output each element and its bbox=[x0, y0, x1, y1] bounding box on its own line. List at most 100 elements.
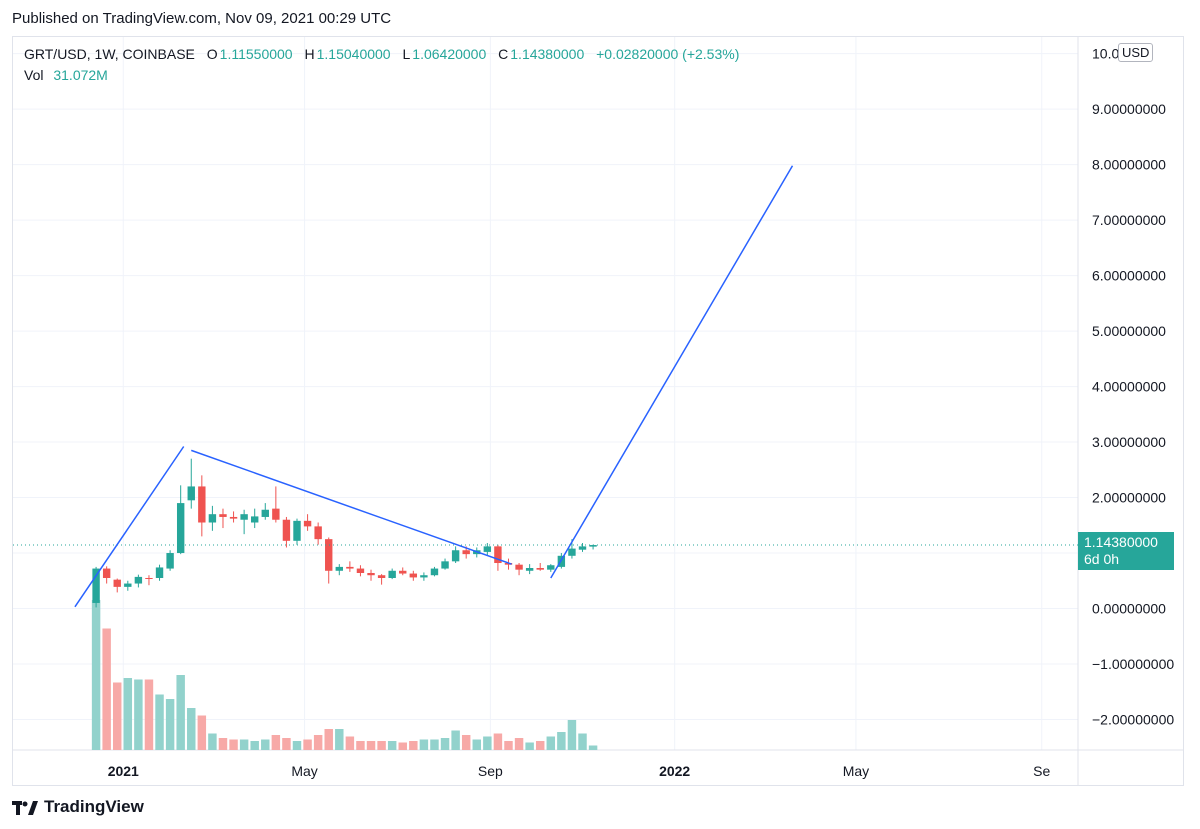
change-value: +0.02820000 (+2.53%) bbox=[596, 46, 740, 62]
high-value: 1.15040000 bbox=[316, 46, 391, 62]
y-tick-label: 7.00000000 bbox=[1092, 212, 1166, 228]
candle-body bbox=[261, 509, 269, 517]
y-tick-label: 5.00000000 bbox=[1092, 323, 1166, 339]
volume-bar bbox=[419, 739, 429, 750]
candle-body bbox=[568, 548, 576, 556]
bar-countdown: 6d 0h bbox=[1084, 551, 1120, 567]
y-axis: −2.00000000−1.000000000.000000001.000000… bbox=[1092, 46, 1174, 728]
candle-body bbox=[536, 568, 544, 570]
volume-bar bbox=[483, 736, 492, 750]
x-tick-label: Sep bbox=[478, 763, 503, 779]
volume-bar bbox=[409, 741, 418, 750]
volume-bar bbox=[493, 733, 503, 750]
volume-bar bbox=[218, 738, 228, 750]
volume-bar bbox=[239, 739, 249, 750]
candle-body bbox=[155, 567, 164, 578]
chart-frame bbox=[12, 36, 1184, 786]
candle-body bbox=[515, 564, 523, 570]
y-tick-label: −1.00000000 bbox=[1092, 656, 1174, 672]
volume-bar bbox=[377, 741, 386, 750]
tradingview-logo[interactable]: TradingView bbox=[12, 797, 144, 817]
volume-bar bbox=[165, 699, 175, 750]
candle-body bbox=[187, 486, 195, 501]
volume-legend: Vol 31.072M bbox=[24, 67, 108, 83]
volume-bar bbox=[366, 741, 376, 750]
volume-bar bbox=[356, 741, 365, 750]
candle-body bbox=[176, 503, 185, 554]
volume-bar bbox=[197, 715, 207, 750]
volume-bar bbox=[123, 678, 133, 750]
volume-bar bbox=[345, 736, 355, 750]
x-tick-label: 2021 bbox=[108, 763, 139, 779]
candle-body bbox=[314, 526, 322, 540]
candle-body bbox=[451, 550, 460, 562]
volume-bar bbox=[250, 741, 259, 750]
candle-body bbox=[399, 570, 407, 574]
candle-body bbox=[208, 514, 217, 523]
volume-bar bbox=[588, 745, 598, 750]
volume-bar bbox=[472, 739, 481, 750]
candle-body bbox=[92, 568, 100, 603]
candle-body bbox=[525, 568, 534, 571]
grid bbox=[13, 37, 1184, 786]
low-label: L bbox=[402, 46, 411, 62]
volume-bar bbox=[567, 720, 577, 750]
candle-body bbox=[367, 572, 375, 576]
candle-body bbox=[547, 565, 555, 570]
close-label: C bbox=[498, 46, 509, 62]
volume-bar bbox=[546, 736, 556, 750]
high-label: H bbox=[304, 46, 315, 62]
candle-body bbox=[229, 516, 238, 519]
candle-body bbox=[272, 508, 280, 520]
volume-bar bbox=[504, 741, 513, 750]
candle-body bbox=[251, 516, 259, 523]
y-tick-label: 2.00000000 bbox=[1092, 490, 1166, 506]
volume-bar bbox=[102, 628, 111, 750]
volume-bar bbox=[208, 733, 217, 750]
volume-bar bbox=[461, 735, 471, 750]
last-price: 1.14380000 bbox=[1084, 534, 1158, 550]
candle-body bbox=[240, 514, 248, 520]
candle-body bbox=[325, 539, 333, 571]
volume-bar bbox=[282, 738, 291, 750]
volume-bar bbox=[91, 600, 101, 750]
trendline bbox=[74, 446, 185, 608]
candle-body bbox=[145, 577, 153, 579]
volume-bar bbox=[144, 679, 154, 750]
y-tick-label: −2.00000000 bbox=[1092, 711, 1174, 727]
volume-bar bbox=[430, 739, 439, 750]
volume-bar bbox=[535, 741, 545, 750]
y-tick-label: 0.00000000 bbox=[1092, 601, 1166, 617]
y-tick-label: 8.00000000 bbox=[1092, 157, 1166, 173]
volume-bar bbox=[176, 675, 185, 750]
candle-body bbox=[377, 575, 386, 578]
candle-body bbox=[293, 520, 301, 541]
volume-bar bbox=[292, 741, 302, 750]
y-tick-label: 4.00000000 bbox=[1092, 379, 1166, 395]
trendline bbox=[550, 165, 794, 579]
close-value: 1.14380000 bbox=[510, 46, 585, 62]
volume-bar bbox=[155, 694, 164, 750]
volume-bar bbox=[113, 682, 122, 750]
footer-brand: TradingView bbox=[44, 797, 144, 816]
published-header: Published on TradingView.com, Nov 09, 20… bbox=[12, 10, 392, 27]
volume-bar bbox=[229, 739, 238, 750]
volume-bar bbox=[451, 730, 460, 750]
volume-bar bbox=[578, 733, 587, 750]
currency-button[interactable]: USD bbox=[1118, 43, 1154, 62]
candle-body bbox=[346, 566, 354, 569]
x-tick-label: May bbox=[291, 763, 317, 779]
open-value: 1.11550000 bbox=[219, 46, 293, 62]
tradingview-logo-icon bbox=[12, 800, 38, 815]
candle-body bbox=[441, 561, 449, 569]
volume-bar bbox=[261, 739, 270, 750]
y-tick-label: 6.00000000 bbox=[1092, 268, 1166, 284]
candle-body bbox=[589, 545, 597, 547]
trendlines bbox=[13, 165, 1078, 608]
symbol-label: GRT/USD, 1W, COINBASE bbox=[24, 46, 195, 62]
candle-body bbox=[124, 583, 132, 587]
volume-bar bbox=[271, 735, 281, 750]
y-tick-label: 10.0 bbox=[1092, 46, 1119, 62]
candle-body bbox=[483, 546, 492, 552]
